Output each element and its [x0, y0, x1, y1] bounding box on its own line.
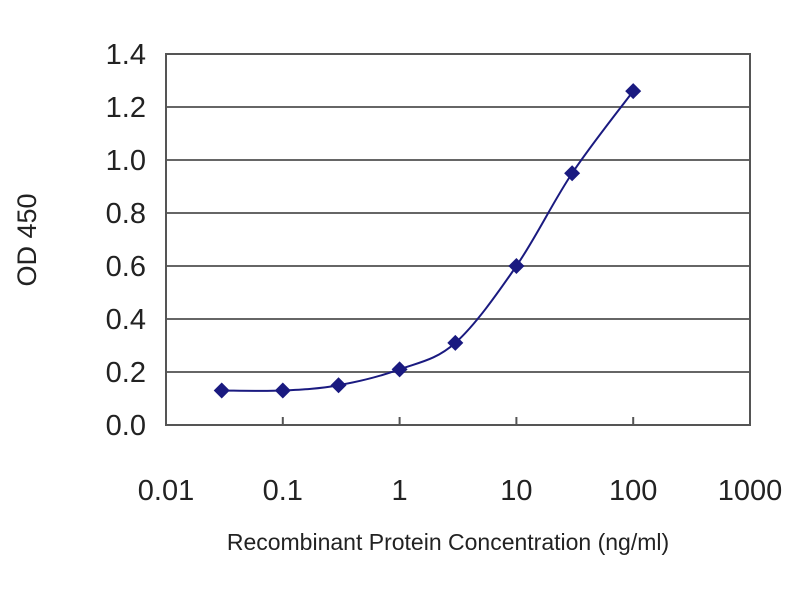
- data-point: [564, 165, 581, 182]
- x-tick-label: 0.1: [263, 475, 303, 507]
- y-tick-label: 1.4: [106, 39, 146, 71]
- data-point: [330, 377, 347, 394]
- x-tick-label: 10: [500, 475, 532, 507]
- y-tick-label: 0.6: [106, 251, 146, 283]
- x-axis-label: Recombinant Protein Concentration (ng/ml…: [227, 529, 669, 555]
- x-tick-label: 0.01: [138, 475, 194, 507]
- data-point: [213, 382, 230, 399]
- x-tick-label: 100: [609, 475, 657, 507]
- x-tick-label: 1: [392, 475, 408, 507]
- y-tick-label: 1.2: [106, 92, 146, 124]
- data-point: [508, 258, 525, 274]
- y-tick-label: 0.4: [106, 304, 146, 336]
- y-tick-label: 0.2: [106, 357, 146, 389]
- data-point: [391, 361, 408, 378]
- y-axis-label: OD 450: [12, 193, 42, 286]
- plot-area: [165, 53, 751, 426]
- data-point: [625, 83, 642, 100]
- y-tick-label: 0.0: [106, 410, 146, 442]
- y-tick-label: 1.0: [106, 145, 146, 177]
- data-point: [274, 382, 291, 399]
- y-tick-label: 0.8: [106, 198, 146, 230]
- x-tick-label: 1000: [718, 475, 783, 507]
- series-line: [221, 90, 635, 392]
- data-point: [447, 334, 464, 351]
